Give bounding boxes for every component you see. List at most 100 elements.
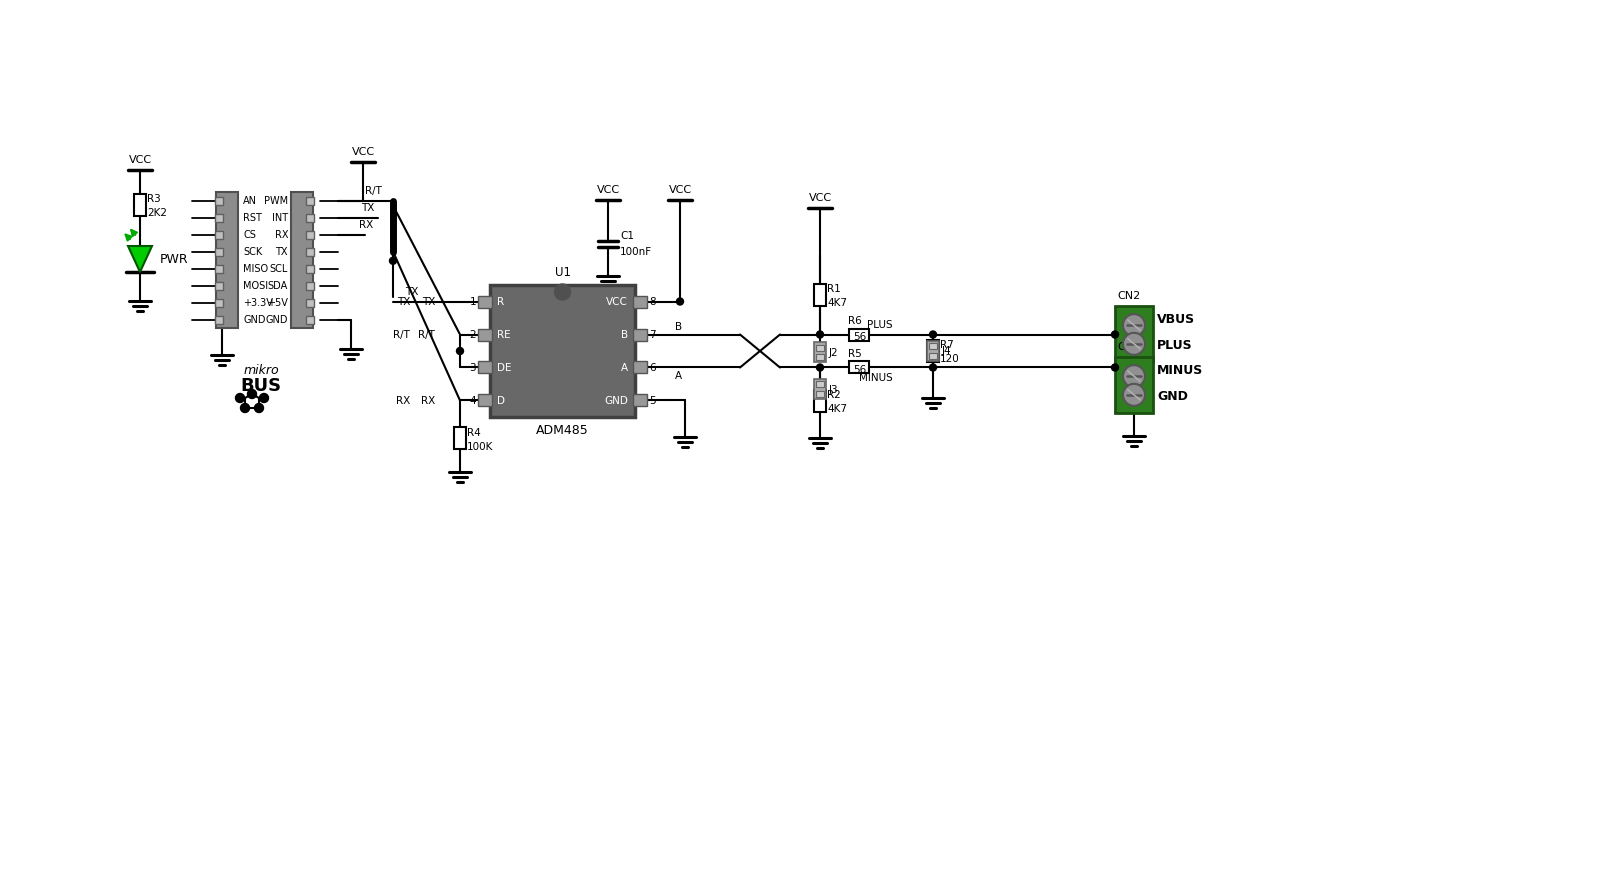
Text: VBUS: VBUS: [1158, 313, 1194, 326]
Bar: [305, 315, 313, 323]
Bar: [815, 391, 823, 397]
Bar: [214, 213, 222, 221]
Bar: [305, 281, 313, 289]
Bar: [291, 192, 313, 328]
Text: TX: TX: [361, 202, 374, 213]
Text: RX: RX: [421, 395, 435, 406]
Text: TX: TX: [422, 296, 435, 307]
Text: R1: R1: [827, 284, 841, 294]
Text: GND: GND: [604, 395, 628, 406]
Circle shape: [259, 394, 269, 402]
Text: BUS: BUS: [240, 377, 281, 395]
Text: RST: RST: [243, 213, 262, 222]
Text: VCC: VCC: [352, 147, 374, 157]
Text: SDA: SDA: [267, 280, 288, 291]
Text: B: B: [675, 321, 683, 332]
Text: R6: R6: [847, 315, 862, 326]
Bar: [815, 345, 823, 350]
Circle shape: [240, 403, 249, 413]
Circle shape: [929, 364, 937, 371]
Bar: [927, 340, 939, 362]
Text: J4: J4: [942, 346, 951, 356]
Circle shape: [248, 389, 256, 399]
Circle shape: [1122, 365, 1145, 388]
Text: 2K2: 2K2: [147, 207, 166, 218]
Text: TX: TX: [275, 246, 288, 256]
Bar: [214, 231, 222, 239]
Text: VCC: VCC: [596, 185, 619, 195]
Bar: [489, 285, 635, 417]
Bar: [214, 197, 222, 205]
Text: 8: 8: [649, 296, 656, 307]
Text: VCC: VCC: [128, 155, 152, 165]
Text: R5: R5: [847, 348, 862, 359]
Circle shape: [555, 284, 571, 300]
Bar: [305, 231, 313, 239]
Circle shape: [1111, 364, 1118, 371]
Text: GND: GND: [1158, 390, 1188, 403]
Circle shape: [929, 331, 937, 338]
Text: R/T: R/T: [365, 186, 382, 195]
Bar: [849, 361, 868, 374]
Text: RE: RE: [497, 329, 510, 340]
Bar: [305, 265, 313, 273]
Text: CN2: CN2: [1118, 291, 1140, 300]
Text: TX: TX: [405, 287, 419, 296]
Text: RX: RX: [275, 229, 288, 240]
Text: VCC: VCC: [668, 185, 691, 195]
Text: 5: 5: [649, 395, 656, 406]
Text: J2: J2: [828, 348, 838, 357]
Text: 7: 7: [649, 329, 656, 340]
Text: R/T: R/T: [417, 329, 435, 340]
Circle shape: [1122, 333, 1145, 354]
Text: J3: J3: [828, 384, 838, 395]
Bar: [849, 328, 868, 341]
Bar: [633, 328, 648, 341]
Circle shape: [817, 331, 823, 338]
Text: DE: DE: [497, 362, 512, 373]
Text: AN: AN: [243, 195, 257, 206]
Text: VCC: VCC: [809, 193, 831, 203]
Text: PLUS: PLUS: [867, 320, 892, 329]
Text: MOSI: MOSI: [243, 280, 269, 291]
Bar: [305, 299, 313, 307]
Bar: [454, 428, 465, 449]
Circle shape: [1122, 384, 1145, 406]
Text: INT: INT: [272, 213, 288, 222]
Bar: [815, 381, 823, 388]
Text: RX: RX: [358, 219, 373, 229]
Circle shape: [254, 403, 264, 413]
Bar: [814, 380, 827, 400]
Text: GND: GND: [265, 314, 288, 325]
Text: MISO: MISO: [243, 264, 269, 273]
Bar: [929, 353, 937, 359]
Bar: [305, 247, 313, 255]
Bar: [478, 295, 492, 307]
Circle shape: [1111, 331, 1118, 338]
Bar: [214, 247, 222, 255]
Text: mikro: mikro: [245, 363, 280, 376]
Circle shape: [676, 298, 683, 305]
Circle shape: [817, 364, 823, 371]
Text: SCK: SCK: [243, 246, 262, 256]
Text: 1: 1: [470, 296, 477, 307]
Text: A: A: [675, 370, 683, 381]
Text: 100K: 100K: [467, 442, 494, 451]
Text: A: A: [620, 362, 628, 373]
Text: TX: TX: [397, 296, 409, 307]
Text: +3.3V: +3.3V: [243, 298, 273, 307]
Bar: [214, 299, 222, 307]
Bar: [134, 193, 146, 215]
Bar: [214, 315, 222, 323]
Bar: [216, 192, 238, 328]
Bar: [478, 395, 492, 407]
Bar: [633, 361, 648, 374]
Text: ADM485: ADM485: [536, 423, 588, 436]
Text: D: D: [497, 395, 505, 406]
Text: R7: R7: [940, 340, 953, 350]
Circle shape: [235, 394, 245, 402]
Bar: [1115, 357, 1153, 414]
Text: 3: 3: [470, 362, 477, 373]
Text: SCL: SCL: [270, 264, 288, 273]
Bar: [305, 197, 313, 205]
